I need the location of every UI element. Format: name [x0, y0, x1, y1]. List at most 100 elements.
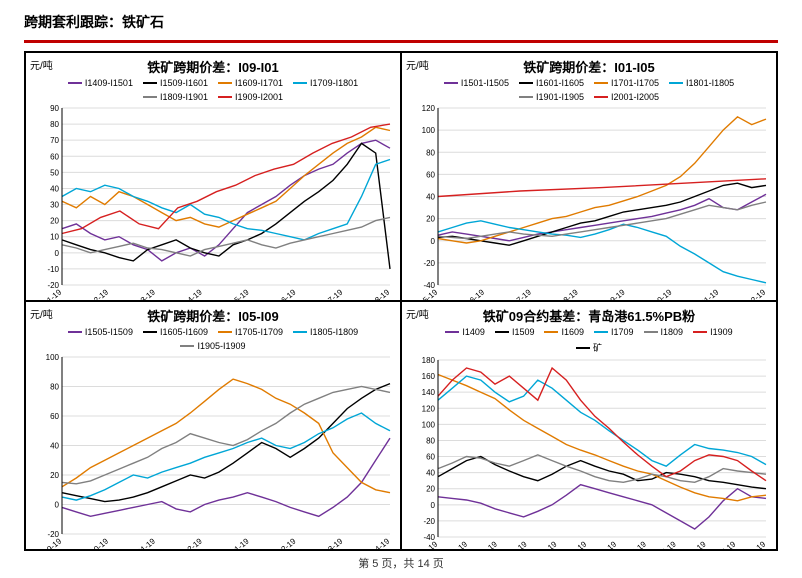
svg-text:7-19: 7-19 — [515, 287, 533, 301]
legend-item: I1601-I1605 — [519, 78, 584, 88]
svg-text:100: 100 — [422, 420, 436, 429]
legend-item: I1701-I1705 — [594, 78, 659, 88]
chart1-panel: 元/吨 铁矿跨期价差：I09-I01 I1409-I1501 I1509-I160… — [25, 52, 401, 301]
svg-text:40: 40 — [50, 184, 59, 193]
chart2-svg: -40-200204060801001205-196-197-198-199-1… — [408, 104, 772, 301]
svg-text:10-19: 10-19 — [448, 539, 470, 550]
svg-text:20: 20 — [426, 485, 435, 494]
svg-text:0: 0 — [55, 249, 60, 258]
svg-text:80: 80 — [50, 383, 59, 392]
legend-item: I1909 — [693, 327, 733, 337]
chart3-svg: -200204060801009-1910-1911-1912-191-192-… — [32, 353, 396, 550]
header-rule — [24, 40, 778, 43]
chart-title: 铁矿跨期价差：I09-I01 — [32, 57, 394, 76]
svg-text:2-19: 2-19 — [570, 539, 588, 550]
svg-text:0: 0 — [431, 237, 436, 246]
svg-text:4-19: 4-19 — [186, 287, 204, 301]
legend-item: I1409-I1501 — [68, 78, 133, 88]
legend: I1409I1509I1609I1709I1809I1909矿 — [434, 327, 744, 354]
legend-item: I1809-I1901 — [143, 92, 208, 102]
svg-text:20: 20 — [426, 215, 435, 224]
svg-text:60: 60 — [50, 412, 59, 421]
legend-item: I1409 — [445, 327, 485, 337]
svg-text:0: 0 — [55, 501, 60, 510]
svg-text:12-19: 12-19 — [182, 536, 204, 550]
legend: I1501-I1505 I1601-I1605 I1701-I1705 I1801-I… — [434, 78, 744, 102]
chart-grid: 元/吨 铁矿跨期价差：I09-I01 I1409-I1501 I1509-I160… — [24, 51, 778, 551]
chart1-svg: -20-1001020304050607080901-192-193-194-1… — [32, 104, 396, 301]
legend-item: I1605-I1609 — [143, 327, 208, 337]
legend-item: I1501-I1505 — [444, 78, 509, 88]
legend-item: I1609-I1701 — [218, 78, 283, 88]
svg-text:70: 70 — [50, 136, 59, 145]
legend-item: I1905-I1909 — [180, 341, 245, 351]
svg-text:140: 140 — [422, 388, 436, 397]
svg-text:120: 120 — [422, 104, 436, 113]
svg-text:10: 10 — [50, 233, 59, 242]
legend-item: 矿 — [576, 341, 602, 354]
legend-item: I1705-I1709 — [218, 327, 283, 337]
y-axis-label: 元/吨 — [406, 57, 429, 72]
svg-text:-20: -20 — [423, 517, 435, 526]
svg-text:11-19: 11-19 — [699, 287, 720, 301]
legend: I1409-I1501 I1509-I1601 I1609-I1701 I1709-I… — [58, 78, 368, 102]
svg-text:90: 90 — [50, 104, 59, 113]
svg-text:10-19: 10-19 — [89, 536, 111, 550]
svg-text:40: 40 — [426, 193, 435, 202]
svg-text:8-19: 8-19 — [373, 287, 391, 301]
legend-item: I1505-I1509 — [68, 327, 133, 337]
svg-text:3-19: 3-19 — [139, 287, 157, 301]
svg-text:60: 60 — [50, 152, 59, 161]
legend-item: I1805-I1809 — [293, 327, 358, 337]
legend-item: I1709 — [594, 327, 634, 337]
svg-text:100: 100 — [422, 126, 436, 135]
svg-text:50: 50 — [50, 168, 59, 177]
svg-text:60: 60 — [426, 453, 435, 462]
y-axis-label: 元/吨 — [30, 57, 53, 72]
svg-text:40: 40 — [50, 442, 59, 451]
svg-text:12-19: 12-19 — [746, 287, 768, 301]
chart4-panel: 元/吨 铁矿09合约基差：青岛港61.5%PB粉 I1409I1509I1609… — [401, 301, 777, 550]
svg-text:7-19: 7-19 — [326, 287, 344, 301]
legend: I1505-I1509 I1605-I1609 I1705-I1709 I1805-I… — [58, 327, 368, 351]
legend-item: I1509-I1601 — [143, 78, 208, 88]
svg-text:40: 40 — [426, 469, 435, 478]
svg-text:60: 60 — [426, 170, 435, 179]
svg-text:6-19: 6-19 — [468, 287, 486, 301]
page-footer: 第 5 页，共 14 页 — [0, 555, 802, 571]
svg-text:6-19: 6-19 — [690, 539, 708, 550]
chart-title: 铁矿跨期价差：I05-I09 — [32, 306, 394, 325]
legend-item: I1901-I1905 — [519, 92, 584, 102]
svg-text:4-19: 4-19 — [630, 539, 648, 550]
svg-text:30: 30 — [50, 201, 59, 210]
svg-text:1-19: 1-19 — [233, 536, 251, 550]
svg-text:5-19: 5-19 — [233, 287, 251, 301]
svg-text:11-19: 11-19 — [478, 539, 499, 550]
svg-text:120: 120 — [422, 404, 436, 413]
svg-text:10-19: 10-19 — [652, 287, 674, 301]
chart-title: 铁矿09合约基差：青岛港61.5%PB粉 — [408, 306, 770, 325]
legend-item: I1709-I1801 — [293, 78, 358, 88]
y-axis-label: 元/吨 — [406, 306, 429, 321]
chart2-panel: 元/吨 铁矿跨期价差：I01-I05 I1501-I1505I1601-I160… — [401, 52, 777, 301]
legend-item: I1809 — [644, 327, 684, 337]
svg-text:8-19: 8-19 — [562, 287, 580, 301]
svg-text:-20: -20 — [423, 259, 435, 268]
legend-item: I1801-I1805 — [669, 78, 734, 88]
y-axis-label: 元/吨 — [30, 306, 53, 321]
chart3-panel: 元/吨 铁矿跨期价差：I05-I09 I1505-I1509 I1605-I160… — [25, 301, 401, 550]
svg-text:80: 80 — [426, 148, 435, 157]
svg-text:0: 0 — [431, 501, 436, 510]
svg-text:2-19: 2-19 — [92, 287, 110, 301]
svg-text:1-19: 1-19 — [541, 539, 559, 550]
legend-item: I1909-I2001 — [218, 92, 283, 102]
chart4-svg: -40-200204060801001201401601809-1910-191… — [408, 356, 772, 550]
svg-text:-10: -10 — [47, 265, 59, 274]
svg-text:100: 100 — [46, 353, 60, 362]
svg-text:20: 20 — [50, 217, 59, 226]
svg-text:6-19: 6-19 — [280, 287, 298, 301]
svg-text:2-19: 2-19 — [280, 536, 298, 550]
svg-text:5-19: 5-19 — [660, 539, 678, 550]
svg-text:80: 80 — [426, 436, 435, 445]
legend-item: I1609 — [544, 327, 584, 337]
